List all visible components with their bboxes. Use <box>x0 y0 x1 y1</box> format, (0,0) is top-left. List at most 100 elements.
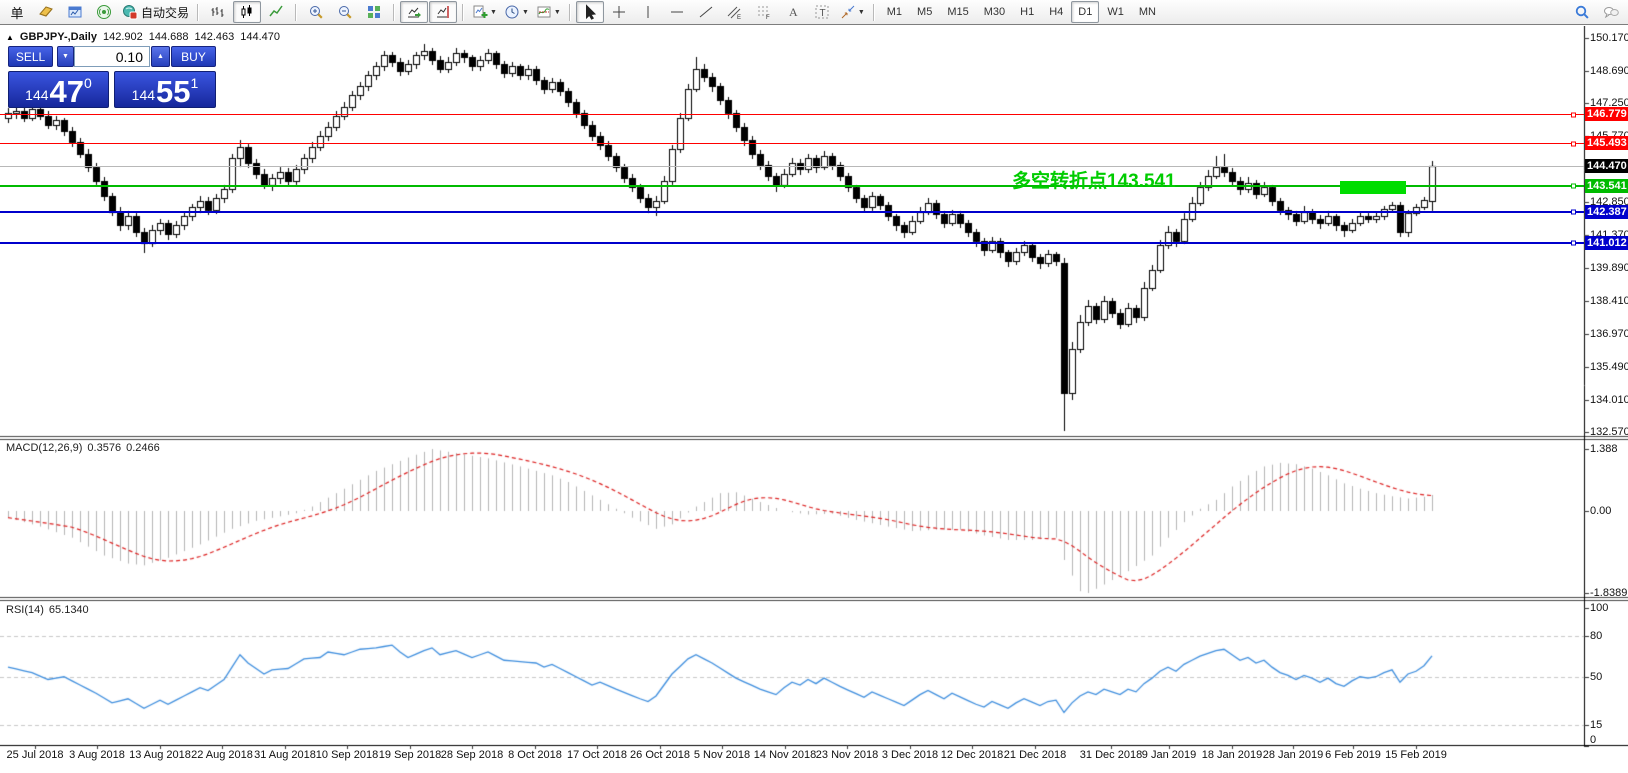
timeframe-m5-button[interactable]: M5 <box>917 6 933 18</box>
chart-canvas[interactable] <box>0 26 1628 773</box>
candlestick-chart-button[interactable] <box>233 1 262 23</box>
timeframe-h4-button[interactable]: H4 <box>1049 6 1064 18</box>
equidistant-channel-button[interactable]: E <box>721 1 749 23</box>
rsi-axis-label: 15 <box>1590 718 1603 731</box>
date-axis-label: 6 Feb 2019 <box>1325 749 1381 761</box>
tile-windows-button[interactable] <box>360 1 388 23</box>
symbol-period-label: GBPJPY-,Daily <box>19 31 97 43</box>
macd-axis-label: 0.00 <box>1590 505 1612 517</box>
sell-button[interactable]: SELL <box>8 46 53 67</box>
level-line-handle[interactable] <box>1571 112 1576 117</box>
signal-icon[interactable] <box>90 1 118 23</box>
new-chart-button[interactable]: ▼ <box>469 1 500 23</box>
date-axis-label: 31 Dec 2018 <box>1079 749 1143 761</box>
date-axis-label: 3 Aug 2018 <box>69 749 125 761</box>
level-line-145.493[interactable] <box>0 141 1584 146</box>
text-button[interactable]: A <box>779 1 807 23</box>
horizontal-line-button[interactable] <box>663 1 691 23</box>
buy-price-big: 55 <box>156 74 191 109</box>
timeframe-m15-button[interactable]: M15 <box>947 6 969 18</box>
open-value: 142.902 <box>102 31 143 43</box>
svg-text:F: F <box>766 15 770 20</box>
auto-scroll-button[interactable] <box>400 1 429 23</box>
high-value: 144.688 <box>148 31 189 43</box>
price-axis-label: 134.010 <box>1590 393 1628 406</box>
timeframe-m1-button[interactable]: M1 <box>886 6 903 18</box>
svg-text:A: A <box>789 5 798 19</box>
new-chart-window-icon[interactable] <box>61 1 89 23</box>
date-axis-label: 12 Dec 2018 <box>940 749 1004 761</box>
price-badge-142.387: 142.387 <box>1585 205 1628 219</box>
price-axis-label: 148.690 <box>1590 65 1628 77</box>
highlight-rectangle[interactable] <box>1340 181 1406 194</box>
indicators-button[interactable]: ▼ <box>533 1 564 23</box>
rsi-name: RSI(14) <box>6 604 44 616</box>
sell-price-display[interactable]: 144 47 0 <box>8 71 109 108</box>
buy-button[interactable]: BUY <box>171 46 216 67</box>
date-axis-label: 15 Feb 2019 <box>1385 749 1447 761</box>
sell-price-sup: 0 <box>84 75 92 91</box>
date-axis-label: 9 Jan 2019 <box>1141 749 1197 761</box>
community-button[interactable] <box>1597 1 1625 23</box>
shapes-button[interactable]: ▼ <box>837 1 868 23</box>
new-chart-button-dropdown-caret[interactable]: ▼ <box>490 8 497 16</box>
text-label-button[interactable]: T <box>808 1 836 23</box>
search-button[interactable] <box>1568 1 1596 23</box>
crosshair-button[interactable] <box>605 1 633 23</box>
new-order-button[interactable]: 单 <box>10 5 24 21</box>
price-axis-label: 147.250 <box>1590 97 1628 110</box>
date-axis-label: 21 Dec 2018 <box>1003 749 1067 761</box>
date-axis-label: 23 Nov 2018 <box>815 749 879 761</box>
indicators-button-dropdown-caret[interactable]: ▼ <box>553 8 561 16</box>
line-chart-button[interactable] <box>262 1 290 23</box>
timeframe-mn-button[interactable]: MN <box>1138 6 1156 18</box>
timeframe-w1-button[interactable]: W1 <box>1107 6 1124 18</box>
level-line-handle[interactable] <box>1571 209 1576 215</box>
volume-increase-button[interactable]: ▲ <box>151 46 170 67</box>
toolbar-separator <box>462 3 465 21</box>
buy-price-display[interactable]: 144 55 1 <box>114 71 216 108</box>
cursor-button[interactable] <box>575 1 604 23</box>
level-line-handle[interactable] <box>1571 183 1576 189</box>
sell-price-prefix: 144 <box>25 87 49 103</box>
level-line-handle[interactable] <box>1571 240 1576 246</box>
timeframe-h1-button[interactable]: H1 <box>1020 6 1035 18</box>
periodicity-button-dropdown-caret[interactable]: ▼ <box>521 8 529 16</box>
bar-chart-button[interactable] <box>204 1 232 23</box>
low-value: 142.463 <box>194 31 235 43</box>
zoom-out-button[interactable] <box>331 1 359 23</box>
price-badge-145.493: 145.493 <box>1585 136 1628 150</box>
level-line-142.387[interactable] <box>0 209 1584 215</box>
main-toolbar: 单 自动交易 ▼ ▼ ▼ E F A T ▼ M1 M5 M15 M30 H1 H4 D1 W1 MN <box>0 0 1628 25</box>
market-watch-icon[interactable] <box>32 1 60 23</box>
vertical-line-button[interactable] <box>634 1 662 23</box>
pivot-annotation[interactable]: 多空转折点143.541 <box>1012 171 1176 192</box>
fibonacci-button[interactable]: F <box>750 1 778 23</box>
one-click-trading-panel: SELL ▼ ▲ BUY 144 47 0 144 55 1 <box>8 46 216 108</box>
trendline-button[interactable] <box>692 1 720 23</box>
timeframe-d1-button[interactable]: D1 <box>1071 1 1100 23</box>
price-axis-label: 132.570 <box>1590 426 1628 439</box>
date-axis-label: 3 Dec 2018 <box>881 749 939 761</box>
volume-input[interactable] <box>74 46 150 67</box>
level-line-141.012[interactable] <box>0 240 1584 246</box>
chart-shift-button[interactable] <box>429 1 458 23</box>
ohlc-readout: 142.902 144.688 142.463 144.470 <box>103 31 280 43</box>
rsi-indicator-label: RSI(14) 65.1340 <box>6 604 89 616</box>
date-axis-label: 5 Nov 2018 <box>693 749 751 761</box>
svg-text:T: T <box>819 8 825 19</box>
periodicity-button[interactable]: ▼ <box>501 1 532 23</box>
volume-decrease-button[interactable]: ▼ <box>57 46 74 67</box>
level-line-handle[interactable] <box>1571 141 1576 146</box>
toolbar-separator <box>568 3 571 21</box>
macd-name: MACD(12,26,9) <box>6 442 83 454</box>
current-price-badge: 144.470 <box>1585 159 1628 173</box>
auto-trading-button[interactable]: 自动交易 <box>119 1 192 23</box>
level-line-143.541[interactable] <box>0 183 1584 189</box>
zoom-in-button[interactable] <box>302 1 330 23</box>
collapse-icon[interactable]: ▲ <box>6 32 14 42</box>
level-line-146.779[interactable] <box>0 112 1584 117</box>
shapes-button-dropdown-caret[interactable]: ▼ <box>857 8 865 16</box>
timeframe-m30-button[interactable]: M30 <box>983 6 1006 18</box>
buy-price-prefix: 144 <box>131 87 156 103</box>
